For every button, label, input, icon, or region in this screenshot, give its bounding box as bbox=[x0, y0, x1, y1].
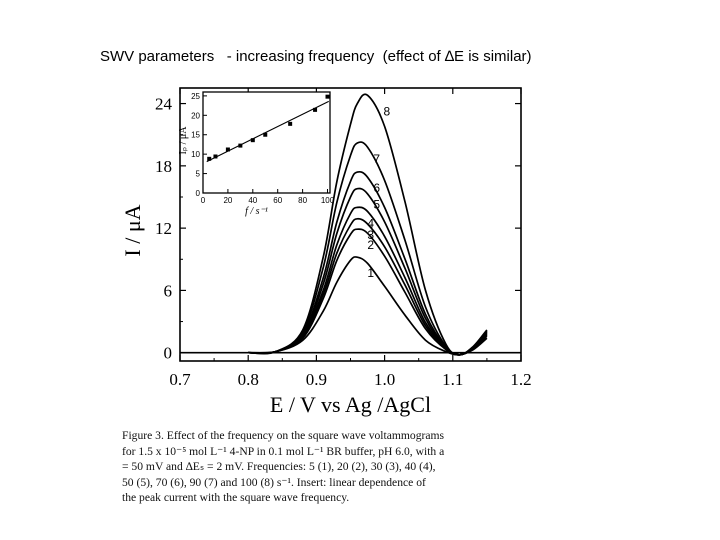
x-tick-label: 1.1 bbox=[442, 370, 463, 389]
series-label-4: 4 bbox=[367, 216, 374, 230]
series-line-8 bbox=[248, 93, 488, 356]
inset-x-tick-label: 80 bbox=[298, 196, 307, 205]
series-label-6: 6 bbox=[373, 181, 380, 195]
caption-line: 50 (5), 70 (6), 90 (7) and 100 (8) s⁻¹. … bbox=[122, 475, 426, 489]
caption-line: Figure 3. Effect of the frequency on the… bbox=[122, 429, 445, 442]
inset-data-point bbox=[207, 156, 212, 161]
y-axis-title: I / μA bbox=[120, 204, 145, 256]
series-label-2: 2 bbox=[367, 238, 374, 252]
x-tick-label: 0.7 bbox=[169, 370, 191, 389]
inset-y-tick-label: 10 bbox=[191, 150, 200, 159]
y-tick-label: 24 bbox=[155, 95, 173, 114]
inset-frame bbox=[202, 91, 331, 194]
x-axis-title: E / V vs Ag /AgCl bbox=[270, 392, 431, 417]
inset-data-point bbox=[263, 132, 268, 137]
slide-title: SWV parameters - increasing frequency (e… bbox=[100, 48, 532, 65]
caption-line: for 1.5 x 10⁻⁵ mol L⁻¹ 4-NP in 0.1 mol L… bbox=[122, 444, 445, 458]
inset-y-tick-label: 0 bbox=[196, 189, 201, 198]
inset-data-point bbox=[238, 143, 243, 148]
series-label-3: 3 bbox=[367, 228, 374, 242]
x-tick-label: 1.2 bbox=[510, 370, 531, 389]
series-label-5: 5 bbox=[373, 198, 380, 212]
caption-line: = 50 mV and ∆Eₛ = 2 mV. Frequencies: 5 (… bbox=[122, 460, 436, 474]
inset-y-tick-label: 15 bbox=[191, 131, 200, 140]
inset-y-tick-label: 25 bbox=[191, 92, 200, 101]
inset-data-point bbox=[250, 138, 255, 143]
inset-data-point bbox=[325, 94, 330, 99]
inset-y-axis-title: Iₚ / μA bbox=[178, 126, 189, 155]
inset-chart: 0 20 40 60 80 100 0 5 10 15 20 25 f / s⁻¹ Iₚ / μA bbox=[178, 91, 335, 217]
inset-y-tick-label: 5 bbox=[196, 170, 201, 179]
inset-data-point bbox=[313, 107, 318, 112]
x-tick-label: 0.9 bbox=[306, 370, 327, 389]
caption-line: the peak current with the square wave fr… bbox=[122, 491, 350, 505]
series-label-8: 8 bbox=[384, 104, 391, 118]
inset-x-tick-label: 40 bbox=[248, 196, 257, 205]
inset-x-tick-label: 0 bbox=[201, 196, 206, 205]
x-tick-label: 0.8 bbox=[238, 370, 259, 389]
inset-data-point bbox=[213, 154, 218, 159]
y-tick-label: 0 bbox=[164, 344, 173, 363]
inset-x-tick-label: 100 bbox=[321, 196, 335, 205]
x-tick-label: 1.0 bbox=[374, 370, 395, 389]
figure-caption: Figure 3. Effect of the frequency on the… bbox=[122, 428, 540, 506]
inset-x-tick-label: 20 bbox=[223, 196, 232, 205]
inset-data-point bbox=[225, 147, 230, 152]
series-label-7: 7 bbox=[373, 152, 380, 166]
inset-data-point bbox=[288, 121, 293, 126]
inset-x-tick-label: 60 bbox=[273, 196, 282, 205]
y-tick-label: 6 bbox=[164, 281, 173, 300]
main-series: 1 234 5 6 7 8 bbox=[248, 93, 488, 356]
y-tick-label: 18 bbox=[155, 157, 172, 176]
y-tick-label: 12 bbox=[155, 219, 172, 238]
inset-y-tick-label: 20 bbox=[191, 111, 200, 120]
inset-x-axis-title: f / s⁻¹ bbox=[245, 206, 268, 217]
inset-fit-line bbox=[206, 100, 329, 163]
series-label-1: 1 bbox=[367, 266, 374, 280]
